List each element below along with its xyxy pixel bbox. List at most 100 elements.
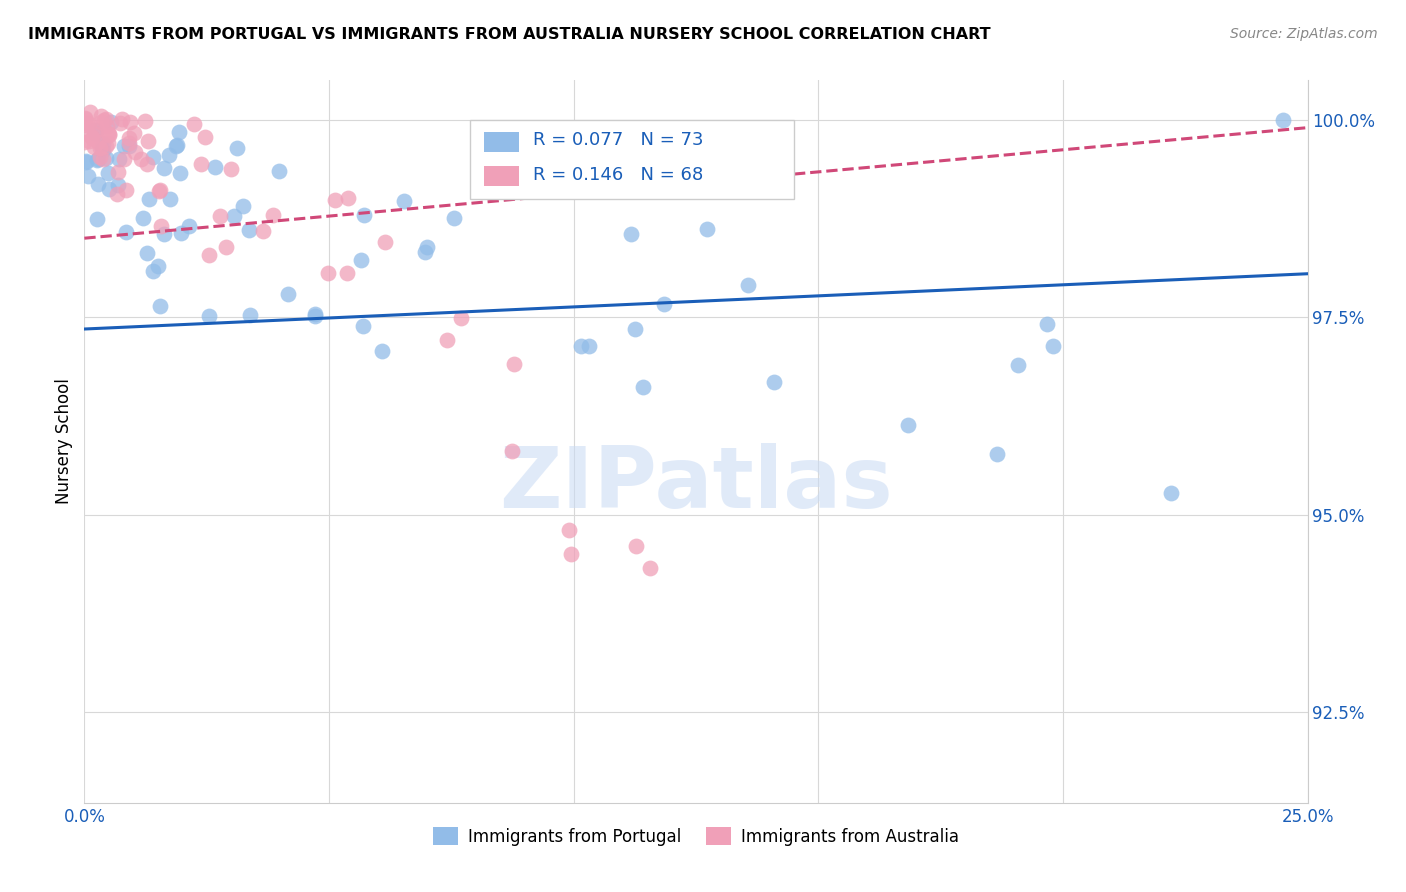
Point: [1042, 339, 1064, 353]
Point: [501, 444, 523, 458]
Point: [215, 240, 238, 254]
Point: [416, 239, 439, 253]
Point: [304, 307, 326, 321]
Point: [75, 111, 97, 125]
Point: [569, 339, 592, 353]
Point: [86, 211, 108, 226]
Point: [239, 308, 262, 322]
Point: [83, 140, 105, 154]
Point: [142, 150, 165, 164]
Point: [194, 130, 217, 145]
Point: [353, 208, 375, 222]
Point: [112, 139, 135, 153]
Text: Source: ZipAtlas.com: Source: ZipAtlas.com: [1230, 27, 1378, 41]
Point: [86, 153, 108, 167]
Point: [97, 182, 120, 196]
Point: [118, 131, 141, 145]
Point: [413, 245, 436, 260]
Point: [763, 376, 786, 390]
Point: [75, 118, 97, 132]
Point: [450, 311, 472, 326]
Point: [80, 130, 103, 145]
Point: [1007, 358, 1029, 372]
Point: [73, 118, 96, 132]
Point: [118, 136, 141, 150]
Point: [159, 192, 181, 206]
Point: [77, 134, 100, 148]
Text: IMMIGRANTS FROM PORTUGAL VS IMMIGRANTS FROM AUSTRALIA NURSERY SCHOOL CORRELATION: IMMIGRANTS FROM PORTUGAL VS IMMIGRANTS F…: [28, 27, 991, 42]
Point: [336, 191, 359, 205]
Point: [124, 126, 146, 140]
Point: [197, 309, 219, 323]
FancyBboxPatch shape: [470, 120, 794, 200]
Point: [90, 115, 112, 129]
Point: [1036, 317, 1059, 331]
Point: [79, 105, 101, 120]
Point: [91, 141, 114, 155]
Point: [107, 152, 129, 166]
Point: [394, 194, 416, 208]
Point: [87, 177, 110, 191]
Point: [626, 540, 648, 554]
Point: [79, 128, 101, 143]
Point: [97, 166, 120, 180]
Point: [97, 136, 120, 150]
Y-axis label: Nursery School: Nursery School: [55, 378, 73, 505]
Point: [134, 114, 156, 128]
Point: [167, 126, 190, 140]
Bar: [484, 132, 519, 152]
Point: [138, 192, 160, 206]
Point: [652, 297, 675, 311]
Point: [112, 152, 135, 166]
Point: [578, 339, 600, 353]
Point: [897, 418, 920, 433]
Point: [100, 115, 122, 129]
Point: [157, 148, 180, 162]
Point: [277, 286, 299, 301]
Point: [96, 151, 118, 165]
Point: [183, 117, 205, 131]
Point: [1272, 112, 1295, 127]
Point: [1160, 486, 1182, 500]
Point: [318, 266, 340, 280]
Point: [124, 145, 146, 159]
Point: [111, 112, 134, 126]
Point: [87, 135, 110, 149]
Point: [73, 135, 96, 149]
Point: [89, 141, 111, 155]
Point: [91, 152, 114, 166]
Point: [252, 224, 274, 238]
Point: [262, 208, 284, 222]
Point: [620, 227, 643, 241]
Point: [232, 198, 254, 212]
Point: [267, 163, 290, 178]
Text: ZIPatlas: ZIPatlas: [499, 443, 893, 526]
Point: [120, 114, 142, 128]
Point: [142, 264, 165, 278]
Point: [696, 222, 718, 236]
Point: [75, 153, 97, 168]
Point: [323, 193, 346, 207]
Text: R = 0.077   N = 73: R = 0.077 N = 73: [533, 131, 704, 149]
Point: [149, 183, 172, 197]
Point: [84, 123, 107, 137]
Point: [737, 278, 759, 293]
Point: [631, 379, 654, 393]
Point: [132, 211, 155, 226]
Point: [73, 112, 96, 127]
Point: [76, 116, 98, 130]
Point: [94, 112, 117, 127]
Point: [350, 252, 373, 267]
Point: [93, 113, 115, 128]
Point: [165, 138, 187, 153]
Point: [374, 235, 396, 250]
Point: [91, 136, 114, 151]
Point: [221, 162, 243, 177]
Point: [83, 127, 105, 141]
Point: [136, 157, 159, 171]
Point: [118, 139, 141, 153]
Point: [96, 138, 118, 153]
Point: [225, 140, 247, 154]
Point: [371, 343, 394, 358]
Point: [150, 219, 173, 234]
